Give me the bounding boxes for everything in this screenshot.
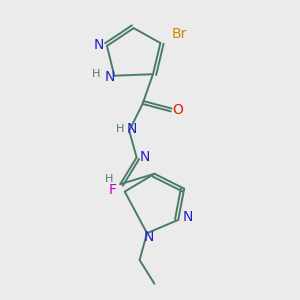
- Text: N: N: [93, 38, 104, 52]
- Text: N: N: [183, 210, 193, 224]
- Text: N: N: [127, 122, 137, 136]
- Text: N: N: [143, 230, 154, 244]
- Text: H: H: [116, 124, 124, 134]
- Text: N: N: [105, 70, 115, 84]
- Text: H: H: [105, 174, 113, 184]
- Text: Br: Br: [171, 27, 187, 41]
- Text: H: H: [92, 69, 100, 79]
- Text: F: F: [108, 183, 116, 197]
- Text: N: N: [140, 150, 150, 164]
- Text: O: O: [172, 103, 183, 117]
